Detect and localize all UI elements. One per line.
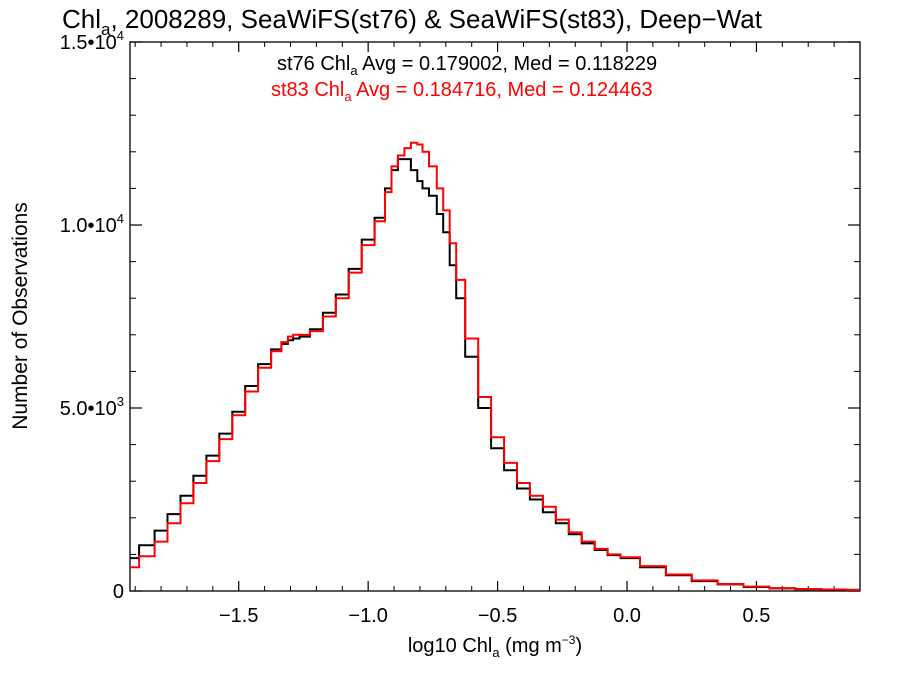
series-layer bbox=[130, 141, 860, 591]
annotation-st76: st76 Chla Avg = 0.179002, Med = 0.118229 bbox=[277, 53, 657, 78]
y-tick-label: 0 bbox=[113, 581, 124, 603]
plot-frame bbox=[129, 41, 861, 592]
y-tick-label: 5.0•103 bbox=[60, 394, 124, 420]
series-line-st76 bbox=[130, 158, 860, 591]
x-tick-label: −1.5 bbox=[219, 605, 258, 627]
x-tick-label: −1.0 bbox=[348, 605, 387, 627]
series-line-st83 bbox=[130, 141, 860, 591]
chart-title: Chla, 2008289, SeaWiFS(st76) & SeaWiFS(s… bbox=[62, 4, 763, 39]
x-tick-label: −0.5 bbox=[478, 605, 517, 627]
y-axis-ticks: 0 5.0•103 1.0•104 1.5•104 bbox=[60, 28, 860, 603]
annotation-st83: st83 Chla Avg = 0.184716, Med = 0.124463 bbox=[271, 79, 653, 104]
x-tick-label: 0.5 bbox=[743, 605, 771, 627]
y-tick-label: 1.0•104 bbox=[60, 211, 124, 237]
x-axis-ticks: −1.5 −1.0 −0.5 0.0 0.5 bbox=[134, 42, 835, 627]
y-axis-label: Number of Observations bbox=[9, 202, 32, 430]
x-axis-label: log10 Chla (mg m−3) bbox=[408, 633, 582, 660]
x-tick-label: 0.0 bbox=[613, 605, 641, 627]
y-tick-label: 1.5•104 bbox=[60, 28, 124, 54]
